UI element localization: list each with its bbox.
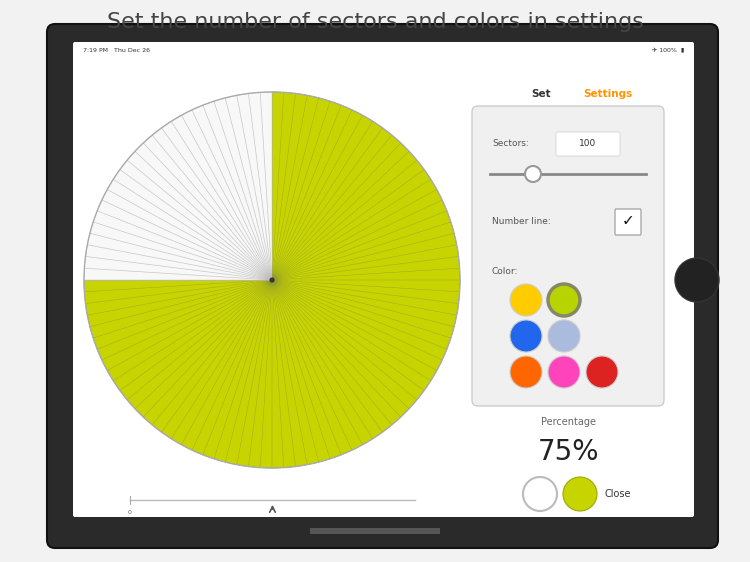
Text: Sectors:: Sectors: xyxy=(492,139,529,148)
Bar xyxy=(310,528,440,534)
Circle shape xyxy=(510,356,542,388)
Circle shape xyxy=(510,284,542,316)
Wedge shape xyxy=(84,92,460,468)
Circle shape xyxy=(586,356,618,388)
Text: 0: 0 xyxy=(128,510,132,515)
FancyBboxPatch shape xyxy=(556,132,620,156)
Circle shape xyxy=(548,284,580,316)
FancyBboxPatch shape xyxy=(47,24,718,548)
Circle shape xyxy=(563,477,597,511)
Text: Close: Close xyxy=(604,489,631,499)
Text: Color:: Color: xyxy=(492,268,518,277)
FancyBboxPatch shape xyxy=(472,106,664,406)
Circle shape xyxy=(523,477,557,511)
Circle shape xyxy=(525,166,541,182)
Text: 100: 100 xyxy=(579,139,597,148)
Circle shape xyxy=(548,320,580,352)
Text: Set: Set xyxy=(531,89,550,99)
Text: 75%: 75% xyxy=(537,438,598,466)
Text: Set the number of sectors and colors in settings: Set the number of sectors and colors in … xyxy=(106,12,644,32)
Wedge shape xyxy=(84,92,272,280)
Circle shape xyxy=(269,278,274,283)
FancyBboxPatch shape xyxy=(615,209,641,235)
Text: Number line:: Number line: xyxy=(492,217,550,226)
Text: 7:19 PM   Thu Dec 26: 7:19 PM Thu Dec 26 xyxy=(83,48,150,53)
Circle shape xyxy=(548,356,580,388)
Text: ✈ 100%  ▮: ✈ 100% ▮ xyxy=(652,48,684,53)
Text: Percentage: Percentage xyxy=(541,417,596,427)
Circle shape xyxy=(510,320,542,352)
Text: ✓: ✓ xyxy=(622,214,634,229)
FancyBboxPatch shape xyxy=(73,42,694,517)
Text: Settings: Settings xyxy=(583,89,632,99)
Circle shape xyxy=(675,258,719,302)
